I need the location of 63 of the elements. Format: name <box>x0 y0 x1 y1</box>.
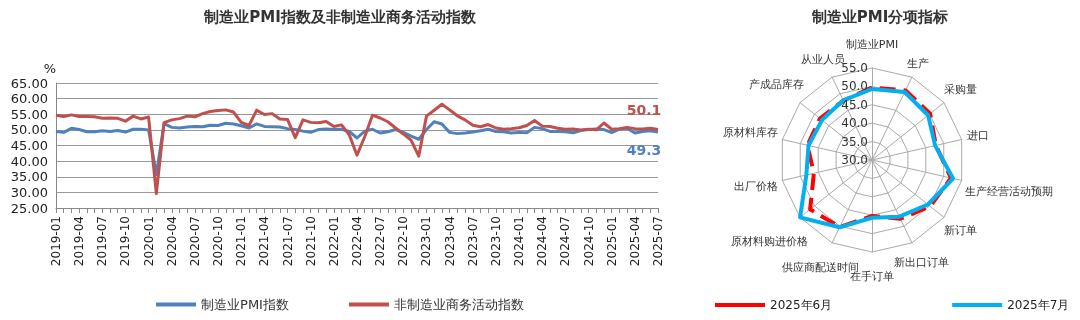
spoke-label: 制造业PMI <box>845 37 899 51</box>
x-tick-label: 2020-10 <box>211 216 226 267</box>
line-series <box>54 102 660 196</box>
spoke-label: 新出口订单 <box>894 256 950 270</box>
y-tick-label: 40.0 <box>841 116 868 131</box>
y-tick-label: 30.00 <box>10 184 48 200</box>
spoke-label: 生产经营活动预期 <box>964 184 1053 198</box>
spoke-label: 进口 <box>966 129 989 143</box>
spoke-label: 新订单 <box>944 224 978 238</box>
chart-title: 制造业PMI分项指标 <box>810 7 949 26</box>
legend-label: 非制造业商务活动指数 <box>393 297 524 312</box>
x-tick-label: 2023-10 <box>488 216 503 267</box>
x-tick-label: 2023-01 <box>419 216 434 267</box>
x-tick-label: 2019-04 <box>72 216 87 267</box>
x-tick-label: 2021-01 <box>234 216 249 267</box>
x-tick-label: 2022-04 <box>350 216 364 267</box>
y-tick-label: 25.00 <box>10 200 48 216</box>
y-tick-label: 45.0 <box>841 97 868 112</box>
x-tick-label: 2019-01 <box>49 216 63 267</box>
data-label: 49.3 <box>626 142 662 159</box>
x-tick-label: 2022-01 <box>326 216 341 267</box>
x-tick-label: 2024-04 <box>535 216 550 267</box>
x-tick-label: 2022-10 <box>396 216 411 267</box>
x-tick-label: 2025-07 <box>651 216 665 267</box>
x-tick-label: 2025-04 <box>627 216 642 267</box>
spoke-label: 出厂价格 <box>733 179 778 193</box>
x-tick-label: 2021-04 <box>257 216 272 267</box>
spoke-label: 供应商配送时间 <box>781 260 859 274</box>
x-tick-label: 2020-04 <box>164 216 179 267</box>
y-tick-label: 40.00 <box>10 153 48 169</box>
y-tick-label: 30.0 <box>841 153 868 167</box>
spoke-label: 原材料库存 <box>723 125 779 139</box>
y-tick-label: 60.00 <box>10 91 48 107</box>
y-tick-label: 55.00 <box>10 106 48 122</box>
y-axis-title: % <box>43 61 56 76</box>
x-tick-label: 2021-10 <box>303 216 318 267</box>
x-tick-label: 2020-07 <box>187 216 202 267</box>
x-tick-label: 2022-07 <box>373 216 388 267</box>
chart-title: 制造业PMI指数及非制造业商务活动指数 <box>203 7 477 26</box>
y-tick-label: 50.0 <box>841 79 868 94</box>
legend-label: 2025年7月 <box>1007 298 1070 312</box>
x-tick-label: 2023-07 <box>465 216 480 267</box>
legend-label: 2025年6月 <box>770 298 833 312</box>
x-tick-label: 2025-01 <box>604 216 619 267</box>
data-label: 50.1 <box>626 101 662 118</box>
x-tick-label: 2021-07 <box>280 216 295 267</box>
x-tick-label: 2020-01 <box>141 216 156 267</box>
x-tick-label: 2024-01 <box>512 216 527 267</box>
x-tick-label: 2024-07 <box>558 216 573 267</box>
y-tick-label: 65.00 <box>10 75 48 91</box>
x-tick-label: 2024-10 <box>581 216 596 267</box>
spoke-label: 生产 <box>907 57 930 71</box>
spoke-label: 原材料购进价格 <box>731 234 809 248</box>
y-tick-label: 35.0 <box>841 134 868 149</box>
y-tick-label: 50.00 <box>10 122 48 138</box>
spoke-label: 产成品库存 <box>749 77 805 91</box>
y-tick-label: 35.00 <box>10 169 48 185</box>
legend-label: 制造业PMI指数 <box>201 297 289 312</box>
y-tick-label: 45.00 <box>10 138 48 153</box>
x-tick-label: 2019-10 <box>118 216 133 267</box>
spoke-label: 采购量 <box>944 82 978 96</box>
x-tick-label: 2023-04 <box>442 216 457 267</box>
x-tick-label: 2019-07 <box>95 216 110 267</box>
